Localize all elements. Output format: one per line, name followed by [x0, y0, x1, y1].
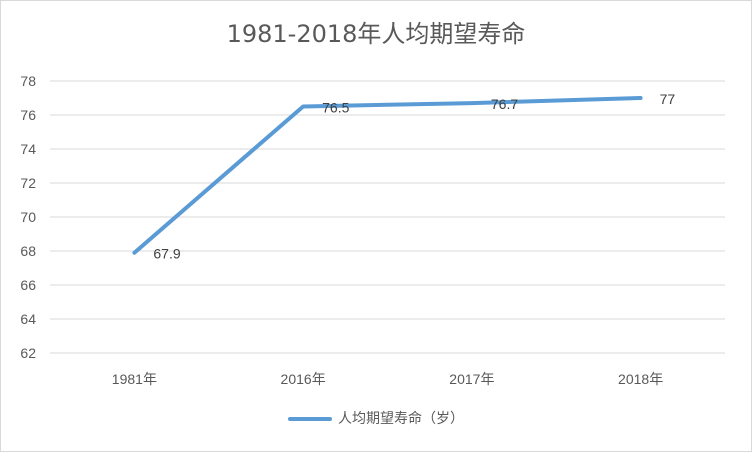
x-tick-label: 2018年: [618, 371, 663, 387]
legend-label: 人均期望寿命（岁）: [338, 411, 464, 427]
chart-title: 1981-2018年人均期望寿命: [226, 20, 526, 48]
data-label: 76.5: [322, 100, 349, 116]
y-tick-label: 62: [20, 345, 36, 361]
data-label: 67.9: [153, 246, 180, 262]
y-tick-label: 68: [20, 243, 36, 259]
y-tick-label: 78: [20, 73, 36, 89]
x-tick-label: 2016年: [281, 371, 326, 387]
data-label: 77: [660, 91, 676, 107]
y-tick-label: 64: [20, 311, 36, 327]
y-tick-label: 70: [20, 209, 36, 225]
x-tick-label: 1981年: [112, 371, 157, 387]
y-tick-label: 76: [20, 107, 36, 123]
y-tick-label: 74: [20, 141, 36, 157]
y-tick-label: 66: [20, 277, 36, 293]
legend-line-swatch: [288, 417, 332, 421]
x-tick-label: 2017年: [449, 371, 494, 387]
legend: 人均期望寿命（岁）: [0, 408, 752, 428]
data-label: 76.7: [491, 96, 518, 112]
series-line: [132, 96, 643, 255]
y-tick-label: 72: [20, 175, 36, 191]
